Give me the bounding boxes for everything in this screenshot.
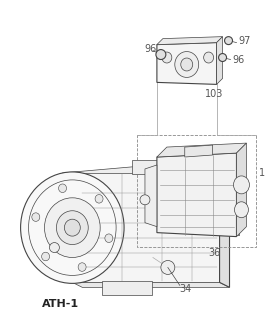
Polygon shape [216, 36, 222, 84]
Ellipse shape [204, 52, 213, 63]
Polygon shape [132, 160, 172, 174]
Ellipse shape [235, 202, 248, 218]
Ellipse shape [161, 260, 175, 275]
Ellipse shape [181, 58, 193, 71]
Text: 36: 36 [209, 248, 221, 258]
Ellipse shape [95, 195, 103, 203]
Text: 34: 34 [180, 284, 192, 294]
Ellipse shape [64, 219, 80, 236]
Polygon shape [185, 145, 213, 157]
Text: 96: 96 [145, 44, 157, 53]
Polygon shape [157, 36, 222, 44]
Polygon shape [102, 281, 152, 295]
Ellipse shape [162, 52, 172, 63]
Polygon shape [62, 161, 219, 186]
Polygon shape [72, 282, 230, 287]
Polygon shape [236, 143, 247, 236]
Ellipse shape [224, 222, 236, 236]
Ellipse shape [156, 50, 166, 60]
Ellipse shape [140, 195, 150, 205]
Ellipse shape [20, 172, 124, 284]
Polygon shape [157, 143, 247, 157]
Ellipse shape [44, 198, 100, 258]
Ellipse shape [233, 176, 250, 194]
Text: 97: 97 [238, 36, 251, 46]
Ellipse shape [32, 213, 40, 221]
Ellipse shape [41, 252, 50, 261]
Polygon shape [145, 165, 157, 227]
Polygon shape [157, 43, 216, 84]
Ellipse shape [105, 234, 113, 243]
Text: ATH-1: ATH-1 [42, 299, 79, 309]
Polygon shape [157, 153, 236, 236]
Ellipse shape [59, 184, 67, 193]
Ellipse shape [219, 53, 227, 61]
Ellipse shape [78, 263, 86, 271]
Polygon shape [219, 173, 230, 287]
Polygon shape [219, 220, 239, 236]
Polygon shape [72, 173, 219, 282]
Ellipse shape [175, 52, 199, 77]
Ellipse shape [57, 211, 88, 244]
Ellipse shape [49, 243, 60, 252]
Text: 96: 96 [232, 54, 245, 65]
Text: 1: 1 [259, 168, 265, 178]
Ellipse shape [225, 36, 233, 44]
Text: 103: 103 [205, 89, 224, 99]
